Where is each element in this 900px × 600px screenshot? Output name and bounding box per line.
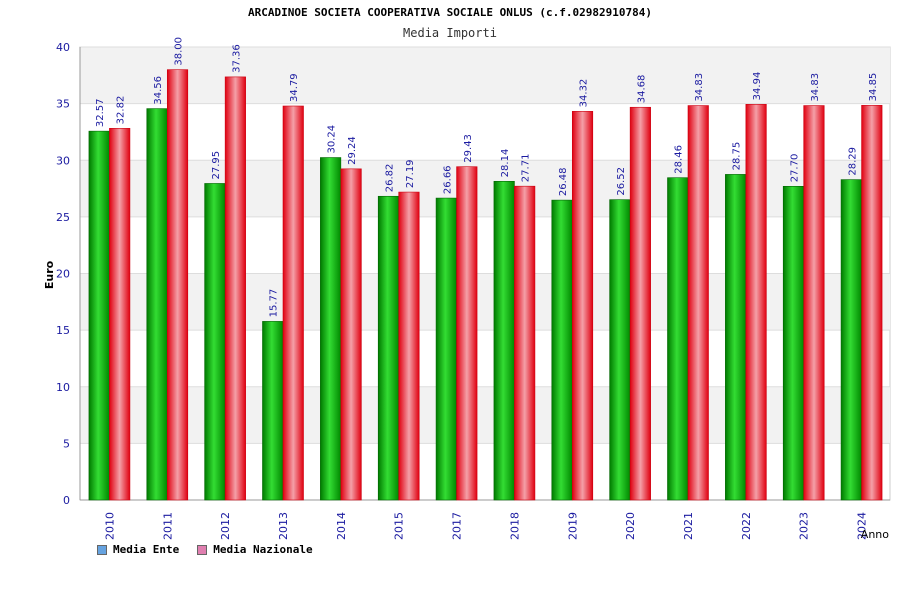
data-label: 34.56	[153, 76, 164, 105]
bar-media-nazionale	[571, 111, 594, 501]
x-tick-label: 2022	[740, 512, 753, 540]
y-tick-label: 35	[56, 98, 70, 111]
data-label: 28.46	[674, 145, 685, 174]
data-label: 27.95	[211, 151, 222, 180]
bar-media-ente	[88, 130, 110, 501]
legend-item-nazionale: Media Nazionale	[197, 543, 313, 556]
bar-media-ente	[840, 179, 862, 501]
x-tick-label: 2024	[856, 512, 869, 540]
y-tick-label: 20	[56, 268, 70, 281]
data-label: 26.82	[384, 164, 395, 193]
bar-media-nazionale	[687, 105, 709, 501]
bar-media-nazionale	[398, 191, 420, 501]
bar-media-nazionale	[803, 105, 825, 501]
x-tick-label: 2023	[798, 512, 811, 540]
bar-media-nazionale	[629, 106, 651, 501]
bar-media-ente	[725, 174, 747, 501]
bar-media-ente	[782, 185, 805, 501]
bar-media-nazionale	[456, 166, 478, 501]
data-label: 28.14	[500, 149, 511, 178]
legend: Media Ente Media Nazionale	[97, 543, 331, 556]
data-label: 34.83	[810, 73, 821, 102]
y-tick-label: 25	[56, 211, 70, 224]
x-tick-label: 2011	[161, 512, 174, 540]
y-axis-label: Euro	[43, 260, 56, 289]
data-label: 15.77	[269, 289, 280, 318]
y-tick-label: 0	[63, 494, 70, 507]
bar-media-nazionale	[514, 185, 536, 501]
data-label: 26.52	[616, 167, 627, 196]
data-label: 27.71	[521, 154, 532, 183]
bar-media-ente	[204, 183, 226, 501]
bar-media-ente	[609, 199, 631, 501]
data-label: 34.85	[868, 73, 879, 102]
legend-label-nazionale: Media Nazionale	[213, 543, 313, 556]
chart-subtitle: Media Importi	[403, 26, 497, 40]
data-label: 29.43	[463, 134, 474, 163]
data-label: 26.66	[442, 165, 453, 194]
bar-media-nazionale	[109, 128, 131, 501]
bar-media-nazionale	[340, 168, 362, 501]
data-label: 29.24	[347, 136, 358, 165]
bar-media-ente	[493, 181, 515, 501]
grid-band	[80, 160, 890, 217]
bar-media-ente	[435, 197, 457, 501]
grid-band	[80, 386, 890, 444]
data-label: 38.00	[174, 37, 185, 66]
grid-band	[80, 273, 890, 331]
data-label: 28.29	[847, 147, 858, 176]
bar-media-nazionale	[861, 105, 883, 501]
data-label: 34.83	[694, 73, 705, 102]
data-label: 30.24	[327, 125, 338, 154]
bar-media-ente	[667, 177, 689, 501]
legend-swatch-ente	[97, 544, 107, 555]
bar-media-ente	[320, 157, 342, 501]
y-tick-label: 15	[56, 324, 70, 337]
bar-media-ente	[262, 321, 284, 501]
data-label: 34.79	[289, 73, 300, 102]
x-axis-label: Anno	[861, 528, 889, 541]
x-tick-label: 2010	[103, 512, 116, 540]
legend-label-ente: Media Ente	[113, 543, 180, 556]
x-tick-label: 2017	[451, 512, 464, 540]
x-tick-label: 2018	[508, 512, 521, 540]
data-label: 27.19	[405, 159, 416, 188]
x-tick-label: 2021	[682, 512, 695, 540]
data-label: 28.75	[732, 142, 743, 171]
bar-media-nazionale	[224, 76, 246, 501]
data-label: 37.36	[231, 44, 242, 73]
data-label: 26.48	[558, 167, 569, 196]
y-tick-label: 30	[56, 154, 70, 167]
bar-media-nazionale	[166, 69, 189, 501]
data-label: 34.68	[636, 75, 647, 104]
y-tick-label: 10	[56, 381, 70, 394]
data-label: 32.82	[116, 96, 127, 125]
x-tick-label: 2019	[566, 512, 579, 540]
chart-title: ARCADINOE SOCIETA COOPERATIVA SOCIALE ON…	[248, 6, 652, 19]
x-tick-label: 2012	[219, 512, 232, 540]
data-label: 34.94	[752, 72, 763, 101]
bar-media-ente	[551, 199, 573, 501]
x-tick-label: 2013	[277, 512, 290, 540]
y-tick-label: 5	[63, 437, 70, 450]
data-label: 34.32	[579, 79, 590, 108]
bar-media-nazionale	[282, 105, 304, 501]
y-tick-label: 40	[56, 41, 70, 54]
legend-swatch-nazionale	[197, 544, 208, 555]
grid-band	[80, 47, 890, 104]
x-tick-label: 2015	[393, 512, 406, 540]
bar-media-ente	[377, 195, 400, 501]
bar-media-nazionale	[745, 104, 767, 501]
x-tick-label: 2020	[624, 512, 637, 540]
data-label: 27.70	[789, 154, 800, 183]
data-label: 32.57	[95, 99, 106, 128]
x-tick-label: 2014	[335, 512, 348, 540]
legend-item-ente: Media Ente	[97, 543, 179, 556]
bar-media-ente	[146, 108, 168, 501]
